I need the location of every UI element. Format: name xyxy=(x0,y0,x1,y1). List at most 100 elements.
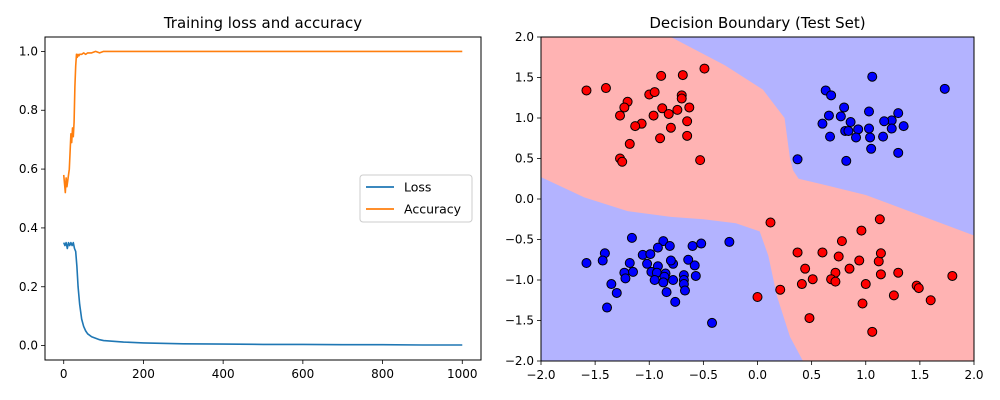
legend-label-loss: Loss xyxy=(404,180,431,195)
x-tick-label: 1000 xyxy=(447,367,478,381)
point-red xyxy=(804,313,815,324)
x-tick-label: 200 xyxy=(132,367,155,381)
point-blue xyxy=(939,83,950,94)
y-tick-label: 0.2 xyxy=(19,280,38,294)
y-tick-label: 0.5 xyxy=(515,152,534,166)
point-blue xyxy=(845,117,856,128)
point-blue xyxy=(826,90,837,101)
point-red xyxy=(665,122,676,133)
y-axis: −2.0 −1.5 −1.0 −0.5 0.0 0.5 1.0 1.5 2.0 xyxy=(505,30,541,368)
legend: Loss Accuracy xyxy=(359,174,473,223)
x-tick-label: 600 xyxy=(291,367,314,381)
x-tick-label: 0.5 xyxy=(802,368,821,382)
point-blue xyxy=(597,255,608,266)
point-blue xyxy=(835,111,846,122)
point-red xyxy=(600,83,611,94)
point-blue xyxy=(606,279,617,290)
point-blue xyxy=(620,273,631,284)
point-red xyxy=(695,155,706,166)
x-tick-label: 2.0 xyxy=(964,368,983,382)
x-tick-label: −2.0 xyxy=(526,368,555,382)
point-blue xyxy=(679,285,690,296)
point-blue xyxy=(792,154,803,165)
point-red xyxy=(857,298,868,309)
point-blue xyxy=(649,275,660,285)
point-red xyxy=(867,326,878,337)
y-tick-label: 0.0 xyxy=(19,339,38,353)
point-blue xyxy=(602,302,613,313)
point-red xyxy=(624,138,635,149)
x-tick-label: −0.5 xyxy=(689,368,718,382)
point-red xyxy=(875,269,886,280)
point-blue xyxy=(707,317,718,328)
x-axis: −2.0 −1.5 −1.0 −0.5 0.0 0.5 1.0 1.5 2.0 xyxy=(526,361,984,382)
point-blue xyxy=(724,236,735,247)
plot-frame xyxy=(44,36,482,361)
y-tick-label: −0.5 xyxy=(505,233,534,247)
point-red xyxy=(833,251,844,262)
decision-regions xyxy=(541,37,974,361)
point-red xyxy=(947,270,958,281)
point-blue xyxy=(658,277,669,288)
point-red xyxy=(657,103,668,114)
point-red xyxy=(649,87,660,98)
point-red xyxy=(619,102,630,113)
series-layer xyxy=(62,50,463,346)
point-red xyxy=(830,276,841,287)
chart-title: Training loss and accuracy xyxy=(163,14,362,32)
point-blue xyxy=(664,240,675,251)
y-tick-label: −1.0 xyxy=(505,273,534,287)
x-tick-label: 0.0 xyxy=(748,368,767,382)
point-red xyxy=(663,108,674,119)
point-red xyxy=(630,121,641,132)
x-tick-label: −1.0 xyxy=(635,368,664,382)
x-tick-label: 0 xyxy=(60,367,68,381)
x-tick-label: 1.5 xyxy=(910,368,929,382)
point-red xyxy=(844,263,855,274)
point-red xyxy=(682,116,693,127)
point-red xyxy=(888,290,899,301)
point-blue xyxy=(825,131,836,142)
point-blue xyxy=(652,242,663,253)
point-blue xyxy=(817,118,828,129)
y-tick-label: 2.0 xyxy=(515,30,534,44)
x-tick-label: 400 xyxy=(212,367,235,381)
y-tick-label: 1.5 xyxy=(515,71,534,85)
point-red xyxy=(796,279,807,290)
y-axis: 0.0 0.2 0.4 0.6 0.8 1.0 xyxy=(19,44,45,353)
point-red xyxy=(699,63,710,74)
point-blue xyxy=(867,71,878,82)
series-line-loss xyxy=(62,241,463,346)
y-tick-label: 1.0 xyxy=(19,44,38,58)
point-red xyxy=(800,263,811,274)
point-blue xyxy=(661,287,672,298)
point-blue xyxy=(886,123,897,134)
point-blue xyxy=(893,108,904,119)
points-layer xyxy=(581,63,958,337)
point-blue xyxy=(878,131,889,142)
point-blue xyxy=(611,287,622,298)
chart-title: Decision Boundary (Test Set) xyxy=(649,14,865,32)
point-blue xyxy=(696,238,707,249)
point-red xyxy=(807,274,818,285)
point-blue xyxy=(581,257,592,268)
point-blue xyxy=(866,143,877,154)
point-red xyxy=(875,248,886,259)
point-red xyxy=(648,110,659,121)
y-tick-label: 0.8 xyxy=(19,103,38,117)
point-blue xyxy=(628,266,639,277)
point-red xyxy=(913,283,924,294)
point-red xyxy=(873,256,884,267)
region-blue-lower xyxy=(541,177,803,361)
x-tick-label: 800 xyxy=(371,367,394,381)
point-blue xyxy=(665,255,676,266)
point-blue xyxy=(645,249,656,260)
point-blue xyxy=(624,257,635,268)
point-red xyxy=(684,102,695,113)
point-red xyxy=(656,70,667,81)
y-tick-label: 0.6 xyxy=(19,162,38,176)
y-tick-label: 0.4 xyxy=(19,221,38,235)
y-tick-label: 0.0 xyxy=(515,192,534,206)
point-blue xyxy=(843,125,854,136)
